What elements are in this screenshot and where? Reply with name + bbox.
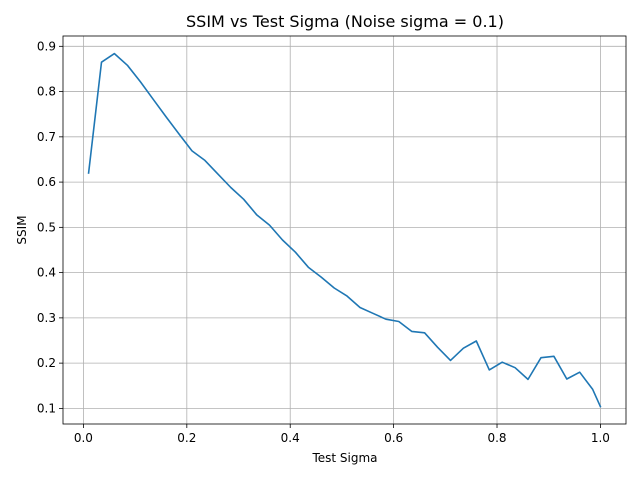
x-tick-label: 0.2 [177,431,196,445]
x-tick-label: 0.4 [281,431,300,445]
y-tick-label: 0.4 [37,266,56,280]
y-tick-label: 0.5 [37,220,56,234]
x-tick-label: 0.0 [74,431,93,445]
x-axis: 0.0 0.2 0.4 0.6 0.8 1.0 [74,424,610,445]
y-tick-label: 0.7 [37,130,56,144]
y-tick-label: 0.2 [37,356,56,370]
y-tick-label: 0.9 [37,39,56,53]
x-tick-label: 1.0 [591,431,610,445]
y-axis-label: SSIM [15,215,29,244]
chart-title: SSIM vs Test Sigma (Noise sigma = 0.1) [186,12,504,31]
y-tick-label: 0.6 [37,175,56,189]
plot-frame [62,35,627,425]
x-tick-label: 0.6 [384,431,403,445]
grid-lines [63,36,626,424]
y-tick-label: 0.8 [37,85,56,99]
series-line [87,52,602,408]
x-axis-label: Test Sigma [311,451,377,465]
y-axis: 0.1 0.2 0.3 0.4 0.5 0.6 0.7 0.8 0.9 [37,39,63,415]
y-tick-label: 0.1 [37,401,56,415]
series-layer [87,52,602,408]
y-tick-label: 0.3 [37,311,56,325]
x-tick-label: 0.8 [487,431,506,445]
